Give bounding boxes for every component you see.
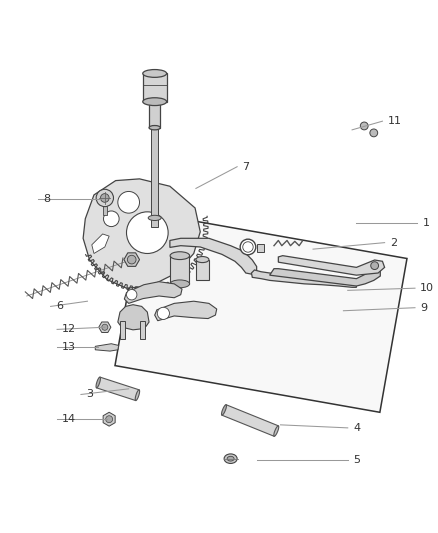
Polygon shape bbox=[92, 234, 109, 254]
Circle shape bbox=[127, 255, 136, 264]
Circle shape bbox=[243, 242, 253, 252]
Polygon shape bbox=[278, 256, 385, 275]
Ellipse shape bbox=[96, 377, 100, 388]
Circle shape bbox=[103, 211, 119, 227]
Ellipse shape bbox=[149, 125, 160, 130]
Bar bbox=[257, 244, 265, 252]
Text: 4: 4 bbox=[353, 423, 360, 433]
Text: 3: 3 bbox=[86, 390, 93, 399]
Bar bbox=[143, 74, 166, 102]
Bar bbox=[222, 405, 279, 437]
Polygon shape bbox=[124, 253, 140, 266]
Text: 14: 14 bbox=[62, 414, 76, 424]
Text: 1: 1 bbox=[422, 218, 429, 228]
Circle shape bbox=[102, 324, 108, 330]
Polygon shape bbox=[95, 344, 119, 351]
Circle shape bbox=[371, 262, 378, 270]
Ellipse shape bbox=[222, 405, 226, 415]
Bar bbox=[170, 256, 189, 284]
Ellipse shape bbox=[170, 252, 190, 260]
Ellipse shape bbox=[148, 215, 161, 221]
Text: 2: 2 bbox=[390, 238, 397, 248]
Circle shape bbox=[127, 212, 168, 254]
Ellipse shape bbox=[227, 456, 234, 461]
Ellipse shape bbox=[274, 426, 279, 437]
Ellipse shape bbox=[143, 69, 166, 77]
Polygon shape bbox=[118, 305, 149, 330]
Ellipse shape bbox=[170, 280, 190, 288]
Circle shape bbox=[96, 189, 113, 207]
Bar bbox=[140, 321, 145, 340]
Circle shape bbox=[100, 193, 109, 203]
Text: 8: 8 bbox=[43, 194, 50, 204]
Text: 10: 10 bbox=[420, 283, 434, 293]
Polygon shape bbox=[155, 301, 217, 321]
Circle shape bbox=[127, 289, 137, 300]
Polygon shape bbox=[83, 179, 200, 288]
Polygon shape bbox=[170, 238, 257, 274]
Text: 13: 13 bbox=[62, 342, 76, 352]
Bar bbox=[196, 260, 209, 280]
Bar bbox=[96, 377, 139, 401]
Polygon shape bbox=[103, 412, 115, 426]
Ellipse shape bbox=[143, 98, 166, 106]
Ellipse shape bbox=[196, 256, 209, 263]
Polygon shape bbox=[270, 269, 380, 286]
Polygon shape bbox=[115, 212, 407, 413]
Polygon shape bbox=[99, 322, 111, 333]
Circle shape bbox=[157, 308, 170, 319]
Polygon shape bbox=[251, 270, 357, 287]
Ellipse shape bbox=[135, 390, 140, 401]
Circle shape bbox=[360, 122, 368, 130]
Circle shape bbox=[240, 239, 256, 255]
Text: 6: 6 bbox=[56, 301, 63, 311]
Bar bbox=[120, 321, 125, 340]
Text: 5: 5 bbox=[353, 455, 360, 465]
Text: 12: 12 bbox=[62, 325, 76, 334]
Text: 7: 7 bbox=[242, 161, 250, 172]
Circle shape bbox=[118, 191, 140, 213]
Polygon shape bbox=[124, 281, 182, 303]
Ellipse shape bbox=[224, 454, 237, 464]
Text: 11: 11 bbox=[388, 116, 402, 126]
Circle shape bbox=[106, 416, 113, 423]
Bar bbox=[151, 125, 158, 228]
Circle shape bbox=[370, 129, 378, 137]
Text: 9: 9 bbox=[420, 303, 427, 313]
Bar bbox=[149, 100, 160, 128]
FancyBboxPatch shape bbox=[103, 206, 106, 215]
